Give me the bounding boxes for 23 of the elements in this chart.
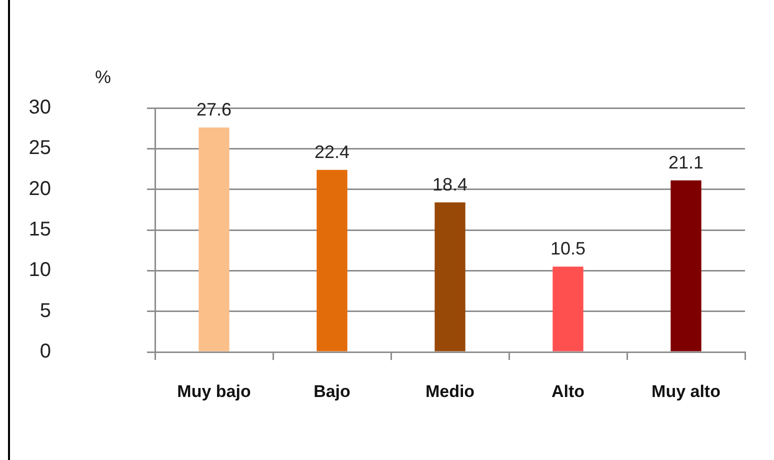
bar [670,180,702,352]
y-tick-label: 10 [28,259,51,282]
bar [552,266,584,352]
y-tick-label: 15 [28,218,51,241]
x-tick-label: Muy bajo [177,382,251,401]
data-label: 21.1 [668,152,704,172]
bar [434,202,466,352]
x-tick-label: Medio [425,382,475,401]
data-label: 10.5 [550,238,586,259]
data-label: 18.4 [432,174,468,194]
y-axis-title: % [94,66,112,87]
x-tick-label: Muy alto [652,382,720,401]
data-label: 27.6 [196,99,232,120]
y-tick-label: 5 [40,300,51,322]
x-tick-label: Bajo [314,382,350,401]
x-tick-label: Alto [551,382,585,401]
y-tick-label: 30 [28,96,51,119]
bar [198,128,230,352]
y-tick-label: 20 [28,178,51,200]
y-tick-label: 0 [40,340,51,363]
data-label: 22.4 [314,142,350,162]
y-tick-label: 25 [28,137,51,160]
bar [316,170,348,352]
